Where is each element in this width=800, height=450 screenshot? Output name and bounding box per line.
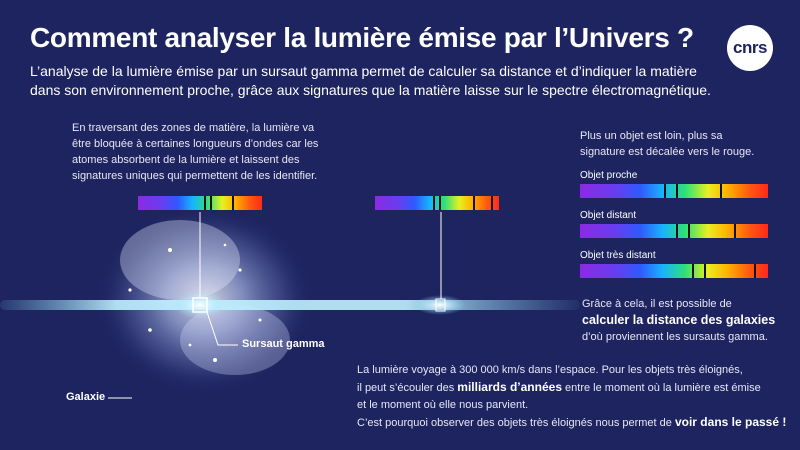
page-title: Comment analyser la lumière émise par l’… — [30, 22, 694, 53]
absorption-note: En traversant des zones de matière, la l… — [72, 122, 319, 182]
distance-text-before: Grâce à cela, il est possible de — [582, 298, 732, 310]
travel-line-2a: il peut s’écouler des — [357, 382, 458, 394]
spectrum-very-far — [580, 264, 768, 278]
travel-line-2-bold: milliards d’années — [457, 380, 562, 394]
spectrum-near — [580, 184, 768, 198]
light-travel-text: La lumière voyage à 300 000 km/s dans l’… — [357, 362, 787, 432]
label-near: Objet proche — [580, 170, 638, 181]
intro-text: L’analyse de la lumière émise par un sur… — [30, 63, 711, 98]
spectrum-observed — [375, 196, 499, 210]
label-far: Objet distant — [580, 210, 637, 221]
redshift-note: Plus un objet est loin, plus sa signatur… — [580, 130, 755, 158]
travel-line-1: La lumière voyage à 300 000 km/s dans l’… — [357, 364, 743, 376]
distance-text-after: d’où proviennent les sursauts gamma. — [582, 331, 768, 343]
gamma-ray-beam — [0, 300, 580, 310]
spectrum-far — [580, 224, 768, 238]
distance-text-bold: calculer la distance des galaxies — [582, 313, 776, 327]
galaxy-label: Galaxie — [66, 391, 106, 403]
burst-label: Sursaut gamma — [242, 338, 325, 350]
travel-line-3: et le moment où elle nous parvient. — [357, 399, 529, 411]
travel-line-2b: entre le moment où la lumière est émise — [562, 382, 761, 394]
distance-text: Grâce à cela, il est possible de calcule… — [582, 296, 782, 345]
spectrum-galaxy — [138, 196, 262, 210]
travel-line-4-bold: voir dans le passé ! — [674, 415, 787, 429]
label-very-far: Objet très distant — [580, 250, 656, 261]
travel-line-4a: C’est pourquoi observer des objets très … — [357, 417, 675, 429]
cnrs-logo: cnrs — [727, 25, 773, 71]
